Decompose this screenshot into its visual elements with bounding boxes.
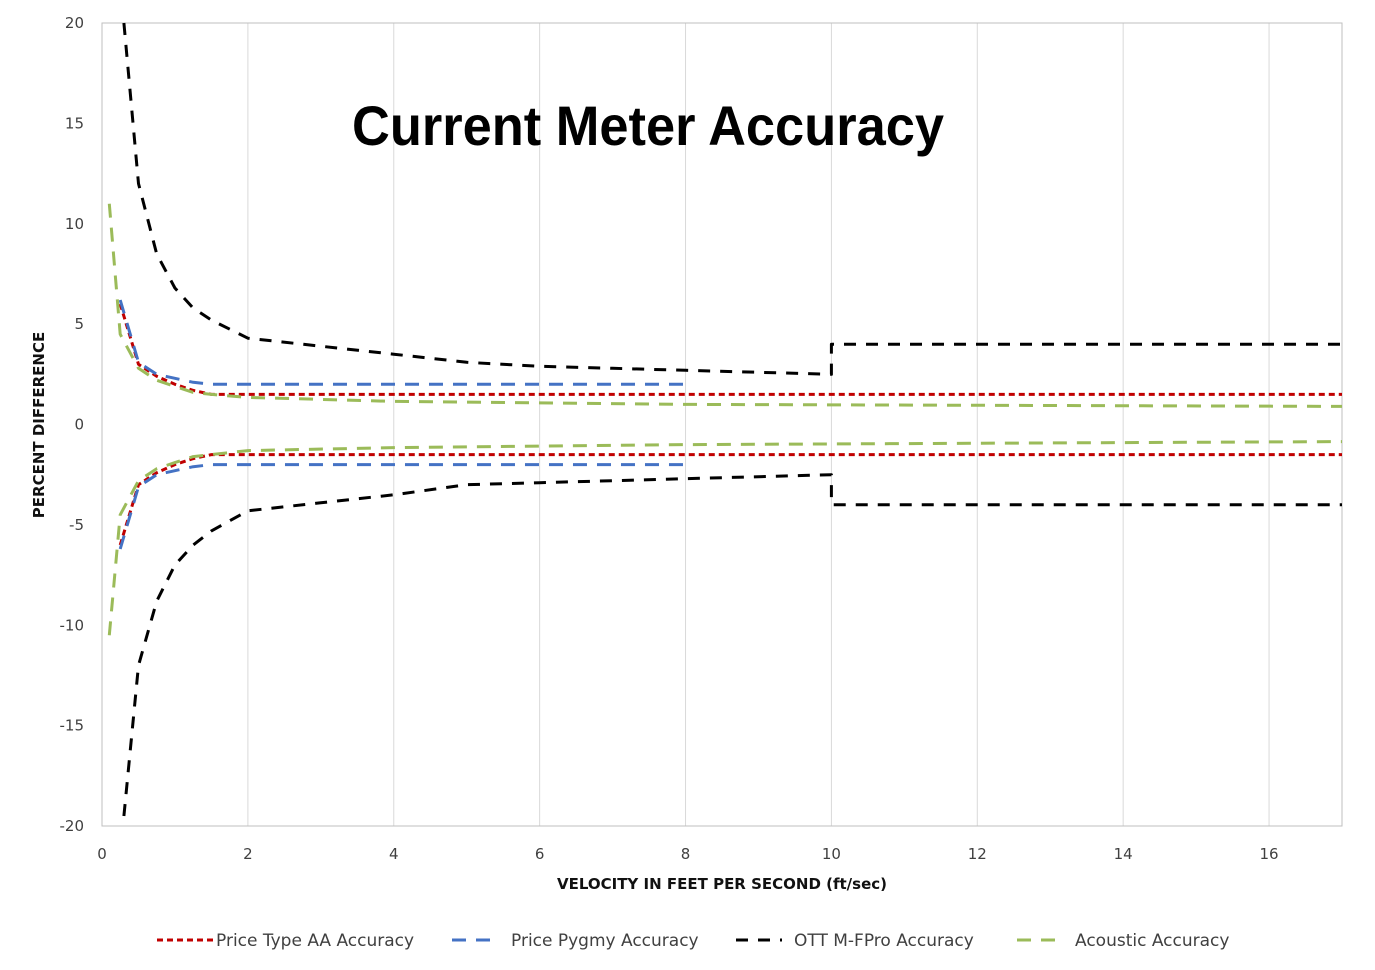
y-tick-label: 0 [74,416,84,434]
x-axis-ticks: 0 2 4 6 8 10 12 14 16 [97,845,1278,863]
series-line-lower [118,463,686,550]
plot-area-border [101,22,1343,827]
y-tick-label: -15 [60,717,85,735]
y-tick-label: 5 [74,315,84,333]
x-tick-label: 6 [535,845,545,863]
y-tick-label: 15 [65,114,84,132]
series-price-pygmy-accuracy [118,299,686,550]
series-ott-m-fpro-accuracy [122,22,1342,817]
legend-label-acoustic: Acoustic Accuracy [1075,931,1229,951]
legend-item-acoustic: Acoustic Accuracy [1017,931,1229,951]
series-line-lower [118,453,1342,546]
legend-label-price-pygmy: Price Pygmy Accuracy [511,931,699,951]
x-axis-title: VELOCITY IN FEET PER SECOND (ft/sec) [557,875,887,893]
legend-item-price-pygmy: Price Pygmy Accuracy [452,931,699,951]
y-tick-label: 20 [65,14,84,32]
legend-label-price-type-aa: Price Type AA Accuracy [216,931,414,951]
series-line-upper [122,22,1342,376]
series-line-upper [107,203,1343,408]
x-tick-label: 2 [243,845,253,863]
y-tick-label: -10 [60,616,85,634]
series-line-upper [118,303,1342,396]
legend-item-ott-mfpro: OTT M-FPro Accuracy [736,931,974,951]
series-line-upper [118,299,686,386]
grid-lines [247,23,1270,826]
chart-title: Current Meter Accuracy [352,94,944,157]
x-tick-label: 12 [968,845,987,863]
y-tick-label: -5 [69,516,84,534]
x-tick-label: 0 [97,845,107,863]
legend-item-price-type-aa: Price Type AA Accuracy [157,931,414,951]
legend-label-ott-mfpro: OTT M-FPro Accuracy [794,931,974,951]
series-line-lower [107,440,1343,636]
y-tick-label: -20 [60,817,85,835]
x-tick-label: 4 [389,845,399,863]
series-line-lower [122,473,1342,817]
y-tick-label: 10 [65,215,84,233]
x-tick-label: 14 [1114,845,1133,863]
series-acoustic-accuracy [107,203,1343,636]
series-price-type-aa-accuracy [118,303,1342,546]
y-axis-ticks: -20 -15 -10 -5 0 5 10 15 20 [60,14,85,835]
x-tick-label: 10 [822,845,841,863]
x-tick-label: 8 [681,845,691,863]
series-layer [107,22,1343,817]
legend: Price Type AA Accuracy Price Pygmy Accur… [157,931,1229,951]
x-tick-label: 16 [1260,845,1279,863]
y-axis-title: PERCENT DIFFERENCE [30,332,48,518]
